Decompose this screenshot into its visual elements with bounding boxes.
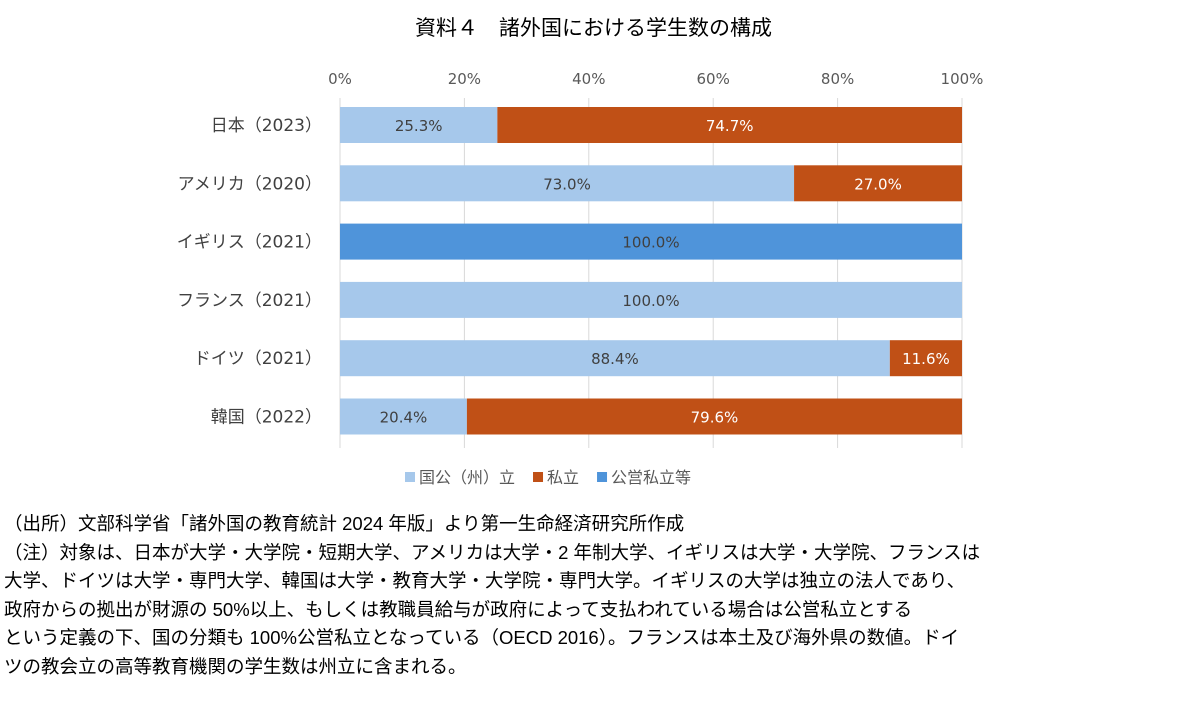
category-label: アメリカ（2020） [178, 174, 322, 194]
bar-segment [466, 398, 962, 435]
x-tick-label: 100% [941, 70, 984, 88]
category-label: ドイツ（2021） [194, 349, 322, 369]
data-label: 20.4% [380, 409, 428, 427]
x-tick-label: 60% [697, 70, 730, 88]
data-label: 100.0% [622, 234, 679, 252]
note-line: という定義の下、国の分類も 100%公営私立となっている（OECD 2016）。… [4, 627, 960, 648]
data-label: 25.3% [395, 117, 443, 135]
data-label: 79.6% [691, 409, 739, 427]
x-tick-label: 20% [448, 70, 481, 88]
notes: （出所）文部科学省「諸外国の教育統計 2024 年版」より第一生命経済研究所作成… [4, 510, 1184, 681]
data-label: 100.0% [622, 292, 679, 310]
legend-swatch [597, 472, 608, 482]
note-line: （注）対象は、日本が大学・大学院・短期大学、アメリカは大学・2 年制大学、イギリ… [4, 541, 981, 563]
bar-segment [340, 107, 498, 143]
category-label: フランス（2021） [177, 291, 322, 311]
category-label: 韓国（2022） [211, 408, 322, 428]
data-label: 73.0% [543, 175, 591, 193]
legend-label: 公営私立等 [611, 468, 691, 487]
bar-segment [340, 223, 962, 260]
data-label: 88.4% [591, 350, 639, 368]
x-tick-label: 80% [821, 70, 854, 88]
note-line: 政府からの拠出が財源の 50%以上、もしくは教職員給与が政府によって支払われてい… [4, 598, 913, 620]
chart-title: 資料４ 諸外国における学生数の構成 [415, 16, 772, 40]
legend-swatch [533, 472, 544, 482]
bar-segment [497, 107, 962, 143]
bar-segment [340, 340, 890, 377]
data-label: 27.0% [854, 175, 902, 193]
note-line: ツの教会立の高等教育機関の学生数は州立に含まれる。 [4, 655, 467, 677]
stacked-bar-chart: 0% 20% 40% 60% 80% 100% 日本（2023） 25.3% 74.7% アメリカ… [177, 70, 984, 487]
x-tick-label: 0% [328, 70, 352, 88]
bar-segment [794, 165, 962, 202]
category-label: イギリス（2021） [177, 233, 322, 253]
bar-segment [340, 281, 962, 318]
data-label: 11.6% [902, 350, 950, 368]
legend-label: 私立 [547, 468, 579, 487]
bar-segment [889, 340, 962, 377]
data-label: 74.7% [706, 117, 754, 135]
category-label: 日本（2023） [211, 116, 322, 136]
x-tick-label: 40% [572, 70, 605, 88]
source-note: （出所）文部科学省「諸外国の教育統計 2024 年版」より第一生命経済研究所作成 [4, 513, 685, 534]
bar-segment [340, 165, 795, 202]
note-line: 大学、ドイツは大学・専門大学、韓国は大学・教育大学・大学院・専門大学。イギリスの… [4, 570, 966, 591]
legend-swatch [405, 472, 415, 482]
bar-segment [340, 398, 467, 435]
legend-label: 国公（州）立 [419, 468, 515, 487]
